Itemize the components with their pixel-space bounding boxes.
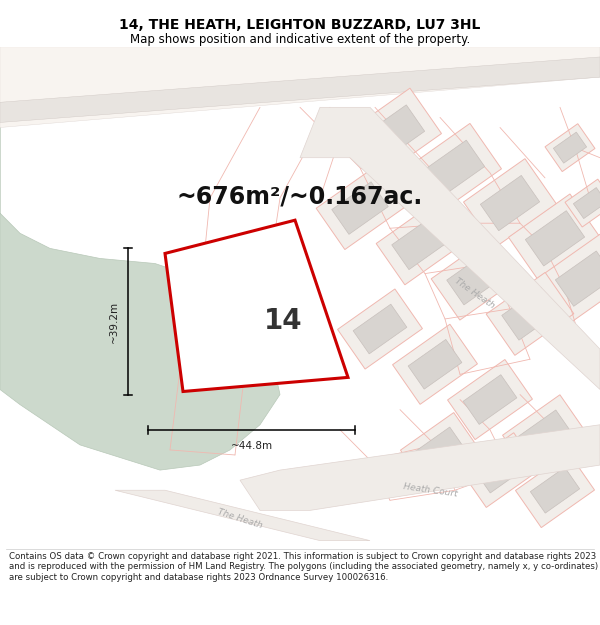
Text: The Heath: The Heath [454,277,497,311]
Polygon shape [486,272,574,356]
Polygon shape [392,324,478,404]
Polygon shape [409,123,502,212]
Polygon shape [353,304,407,354]
Polygon shape [502,288,558,340]
Polygon shape [503,395,587,475]
Polygon shape [463,375,517,424]
Polygon shape [400,412,479,488]
Polygon shape [530,468,580,513]
Text: Contains OS data © Crown copyright and database right 2021. This information is : Contains OS data © Crown copyright and d… [9,552,598,582]
Polygon shape [0,57,600,122]
Polygon shape [349,88,442,177]
Polygon shape [475,448,524,493]
Polygon shape [115,490,370,541]
Polygon shape [553,132,587,163]
Text: ~39.2m: ~39.2m [109,301,119,343]
Polygon shape [376,202,464,285]
Polygon shape [545,124,595,172]
Text: The Heath: The Heath [217,507,263,530]
Polygon shape [425,140,485,196]
Text: 14: 14 [263,307,302,335]
Polygon shape [460,432,539,508]
Polygon shape [447,253,503,305]
Polygon shape [565,179,600,227]
Polygon shape [415,427,464,472]
Polygon shape [509,194,600,282]
Polygon shape [574,188,600,219]
Polygon shape [316,167,404,249]
Polygon shape [0,47,600,128]
Text: Map shows position and indicative extent of the property.: Map shows position and indicative extent… [130,33,470,46]
Polygon shape [556,251,600,306]
Polygon shape [431,238,519,320]
Polygon shape [338,289,422,369]
Polygon shape [518,410,572,459]
Text: Heath Court: Heath Court [403,482,458,499]
Polygon shape [408,339,462,389]
Text: 14, THE HEATH, LEIGHTON BUZZARD, LU7 3HL: 14, THE HEATH, LEIGHTON BUZZARD, LU7 3HL [119,18,481,32]
Polygon shape [240,425,600,511]
Polygon shape [481,176,539,231]
Polygon shape [165,220,348,391]
Polygon shape [515,453,595,528]
Polygon shape [365,105,425,160]
Polygon shape [300,107,600,389]
Polygon shape [392,217,448,269]
Polygon shape [448,359,532,439]
Text: ~676m²/~0.167ac.: ~676m²/~0.167ac. [177,184,423,208]
Polygon shape [464,159,556,248]
Polygon shape [526,211,584,266]
Polygon shape [332,182,388,234]
Polygon shape [0,47,280,470]
Text: ~44.8m: ~44.8m [230,441,272,451]
Polygon shape [539,234,600,323]
